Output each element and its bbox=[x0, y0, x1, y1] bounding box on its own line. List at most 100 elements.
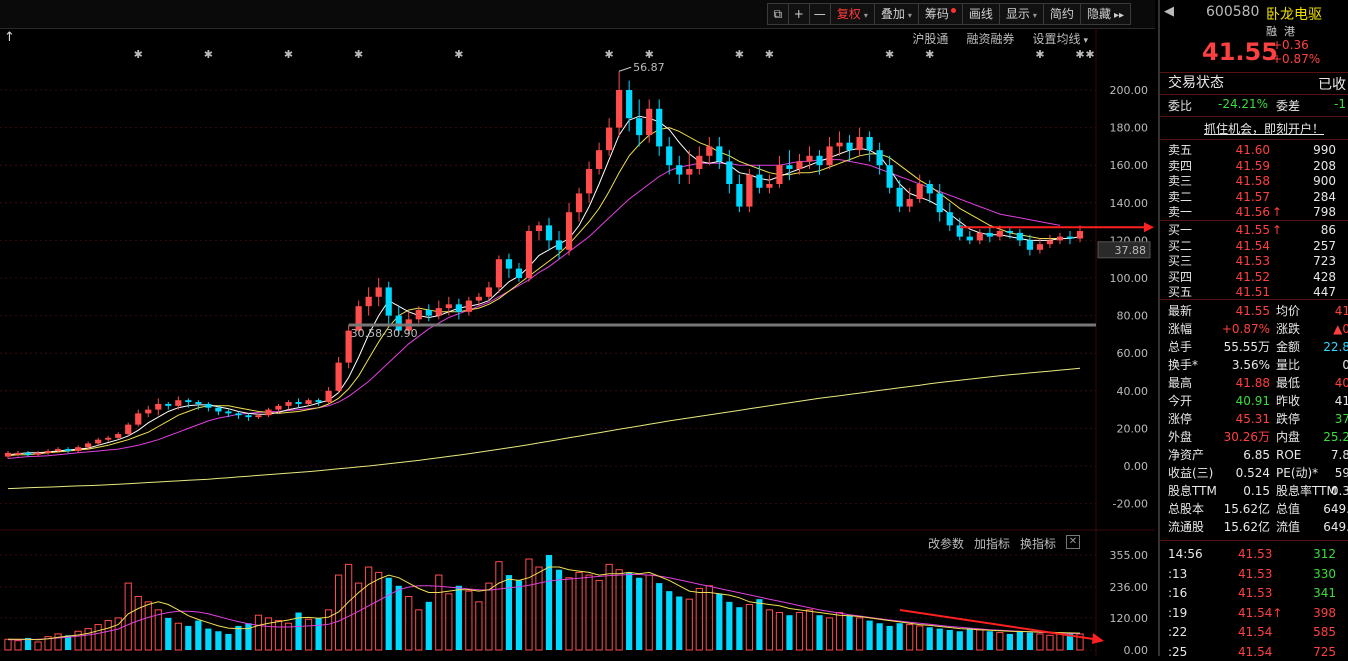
candle-body bbox=[365, 296, 372, 307]
vol-ma5-line bbox=[8, 566, 1081, 641]
volume-bar bbox=[174, 622, 182, 651]
stat-value: 15.62亿 bbox=[1223, 520, 1270, 534]
lock-icon[interactable]: ⧉ bbox=[766, 3, 789, 25]
volume-bar bbox=[765, 609, 774, 651]
volume-bar bbox=[756, 599, 763, 650]
volume-bar bbox=[775, 612, 784, 651]
order-volume: 798 bbox=[1313, 205, 1336, 219]
last-price: 41.55 bbox=[1202, 38, 1278, 66]
candle-body bbox=[966, 236, 973, 241]
candle-body bbox=[34, 452, 42, 455]
rongzi-link[interactable]: 融资融券 bbox=[966, 32, 1015, 46]
xianshi-button[interactable]: 显示 ▾ bbox=[998, 3, 1044, 25]
volume-bar bbox=[274, 620, 283, 651]
candle-body bbox=[375, 287, 382, 297]
candle-body bbox=[746, 174, 753, 207]
huanzhibiao-link[interactable]: 换指标 bbox=[1019, 537, 1056, 551]
volume-options: 改参数 加指标 换指标 ✕ bbox=[928, 535, 1080, 552]
volume-bar bbox=[1046, 634, 1054, 651]
tick-price: 41.53 bbox=[1238, 586, 1273, 600]
vol-red-arrow-line bbox=[899, 609, 1101, 641]
jianyue-button[interactable]: 简约 bbox=[1042, 3, 1081, 25]
volume-bar bbox=[264, 617, 273, 651]
volume-bar bbox=[455, 585, 462, 650]
close-icon[interactable]: ✕ bbox=[1066, 535, 1080, 549]
candle-body bbox=[505, 259, 513, 269]
stat-label: 总值 bbox=[1276, 502, 1301, 516]
volume-bar bbox=[976, 629, 984, 651]
chouma-label: 筹码 bbox=[924, 7, 949, 21]
zoom-out-button[interactable]: — bbox=[808, 3, 831, 25]
huaxian-button[interactable]: 画线 bbox=[961, 3, 1000, 25]
candle-body bbox=[445, 304, 452, 309]
chouma-button[interactable]: 筹码 bbox=[917, 3, 963, 25]
stock-code: 600580 bbox=[1206, 4, 1260, 20]
candle-body bbox=[666, 146, 673, 166]
stat-value: 6.85 bbox=[1243, 448, 1270, 462]
candle-body bbox=[54, 449, 62, 451]
order-label: 卖一 bbox=[1168, 205, 1193, 219]
range-label: 30.58-30.90 bbox=[351, 327, 418, 340]
candle-body bbox=[936, 193, 943, 213]
sell-order-row: 卖二 41.57 284 bbox=[1160, 188, 1348, 206]
promo-link[interactable]: 抓住机会，即刻开户！ bbox=[1204, 122, 1325, 136]
volume-bar bbox=[816, 615, 823, 650]
candle-body bbox=[165, 403, 172, 406]
volume-bar bbox=[1026, 632, 1034, 650]
candle-body bbox=[595, 150, 603, 169]
price-change-pct: +0.87% bbox=[1272, 52, 1321, 66]
event-marker: ✱ bbox=[605, 48, 614, 61]
tick-row: :22 41.54 585 bbox=[1160, 623, 1348, 641]
stat-value: 41.55 bbox=[1235, 304, 1270, 318]
tick-row: :19 41.54↑ 398 bbox=[1160, 604, 1348, 622]
yincang-button[interactable]: 隐藏 ▸▸ bbox=[1079, 3, 1131, 25]
volume-bar bbox=[365, 566, 373, 651]
gaicanshu-link[interactable]: 改参数 bbox=[927, 537, 964, 551]
price-tick-label: 140.00 bbox=[1110, 197, 1149, 210]
sell-order-row: 卖三 41.58 900 bbox=[1160, 172, 1348, 190]
stat-value: 0.3 bbox=[1330, 484, 1348, 498]
order-volume: 284 bbox=[1313, 189, 1336, 204]
zoom-in-button[interactable]: + bbox=[787, 3, 810, 25]
volume-bar bbox=[225, 633, 232, 650]
order-label: 卖三 bbox=[1168, 174, 1193, 188]
event-marker: ✱ bbox=[925, 48, 934, 61]
candle-body bbox=[395, 315, 402, 331]
jiazhibiao-link[interactable]: 加指标 bbox=[973, 537, 1010, 551]
volume-bar bbox=[254, 614, 263, 651]
volume-bar bbox=[235, 625, 242, 650]
stat-label: 流通股 bbox=[1168, 520, 1205, 534]
candle-body bbox=[806, 155, 813, 162]
candle-body bbox=[756, 174, 763, 188]
volume-bar bbox=[284, 622, 293, 651]
prev-arrow-icon[interactable]: ◀ bbox=[1164, 4, 1174, 19]
event-marker: ✱ bbox=[1075, 48, 1084, 61]
price-axis: 200.00180.00160.00140.00120.00100.0080.0… bbox=[1097, 84, 1151, 511]
stat-label: 均价 bbox=[1276, 304, 1301, 318]
volume-tick-label: 120.00 bbox=[1110, 612, 1149, 625]
candle-body bbox=[1036, 244, 1044, 250]
event-marker: ✱ bbox=[454, 48, 463, 61]
volume-bar bbox=[676, 596, 683, 650]
volume-ma-lines bbox=[8, 566, 1081, 641]
setma-label: 设置均线 bbox=[1032, 32, 1081, 46]
tick-price: 41.54↑ bbox=[1238, 605, 1283, 620]
order-label: 买二 bbox=[1168, 238, 1193, 253]
volume-bar bbox=[575, 571, 583, 651]
stat-row: 净资产 6.85 ROE 7.8 bbox=[1160, 446, 1348, 464]
order-volume: 208 bbox=[1313, 158, 1336, 173]
stat-label: 外盘 bbox=[1168, 430, 1193, 444]
volume-bar bbox=[74, 630, 82, 651]
candle-body bbox=[285, 402, 292, 406]
setma-link[interactable]: 设置均线 ▾ bbox=[1032, 30, 1088, 47]
event-marker: ✱ bbox=[885, 48, 894, 61]
volume-bar bbox=[94, 624, 102, 651]
candle-body bbox=[926, 184, 933, 194]
fuquan-button[interactable]: 复权 ▾ bbox=[829, 3, 875, 25]
diejia-button[interactable]: 叠加 ▾ bbox=[873, 3, 919, 25]
hugutong-link[interactable]: 沪股通 bbox=[912, 32, 949, 46]
volume-bar bbox=[114, 617, 122, 651]
volume-bar bbox=[805, 609, 814, 651]
stat-label: 内盘 bbox=[1276, 430, 1301, 444]
